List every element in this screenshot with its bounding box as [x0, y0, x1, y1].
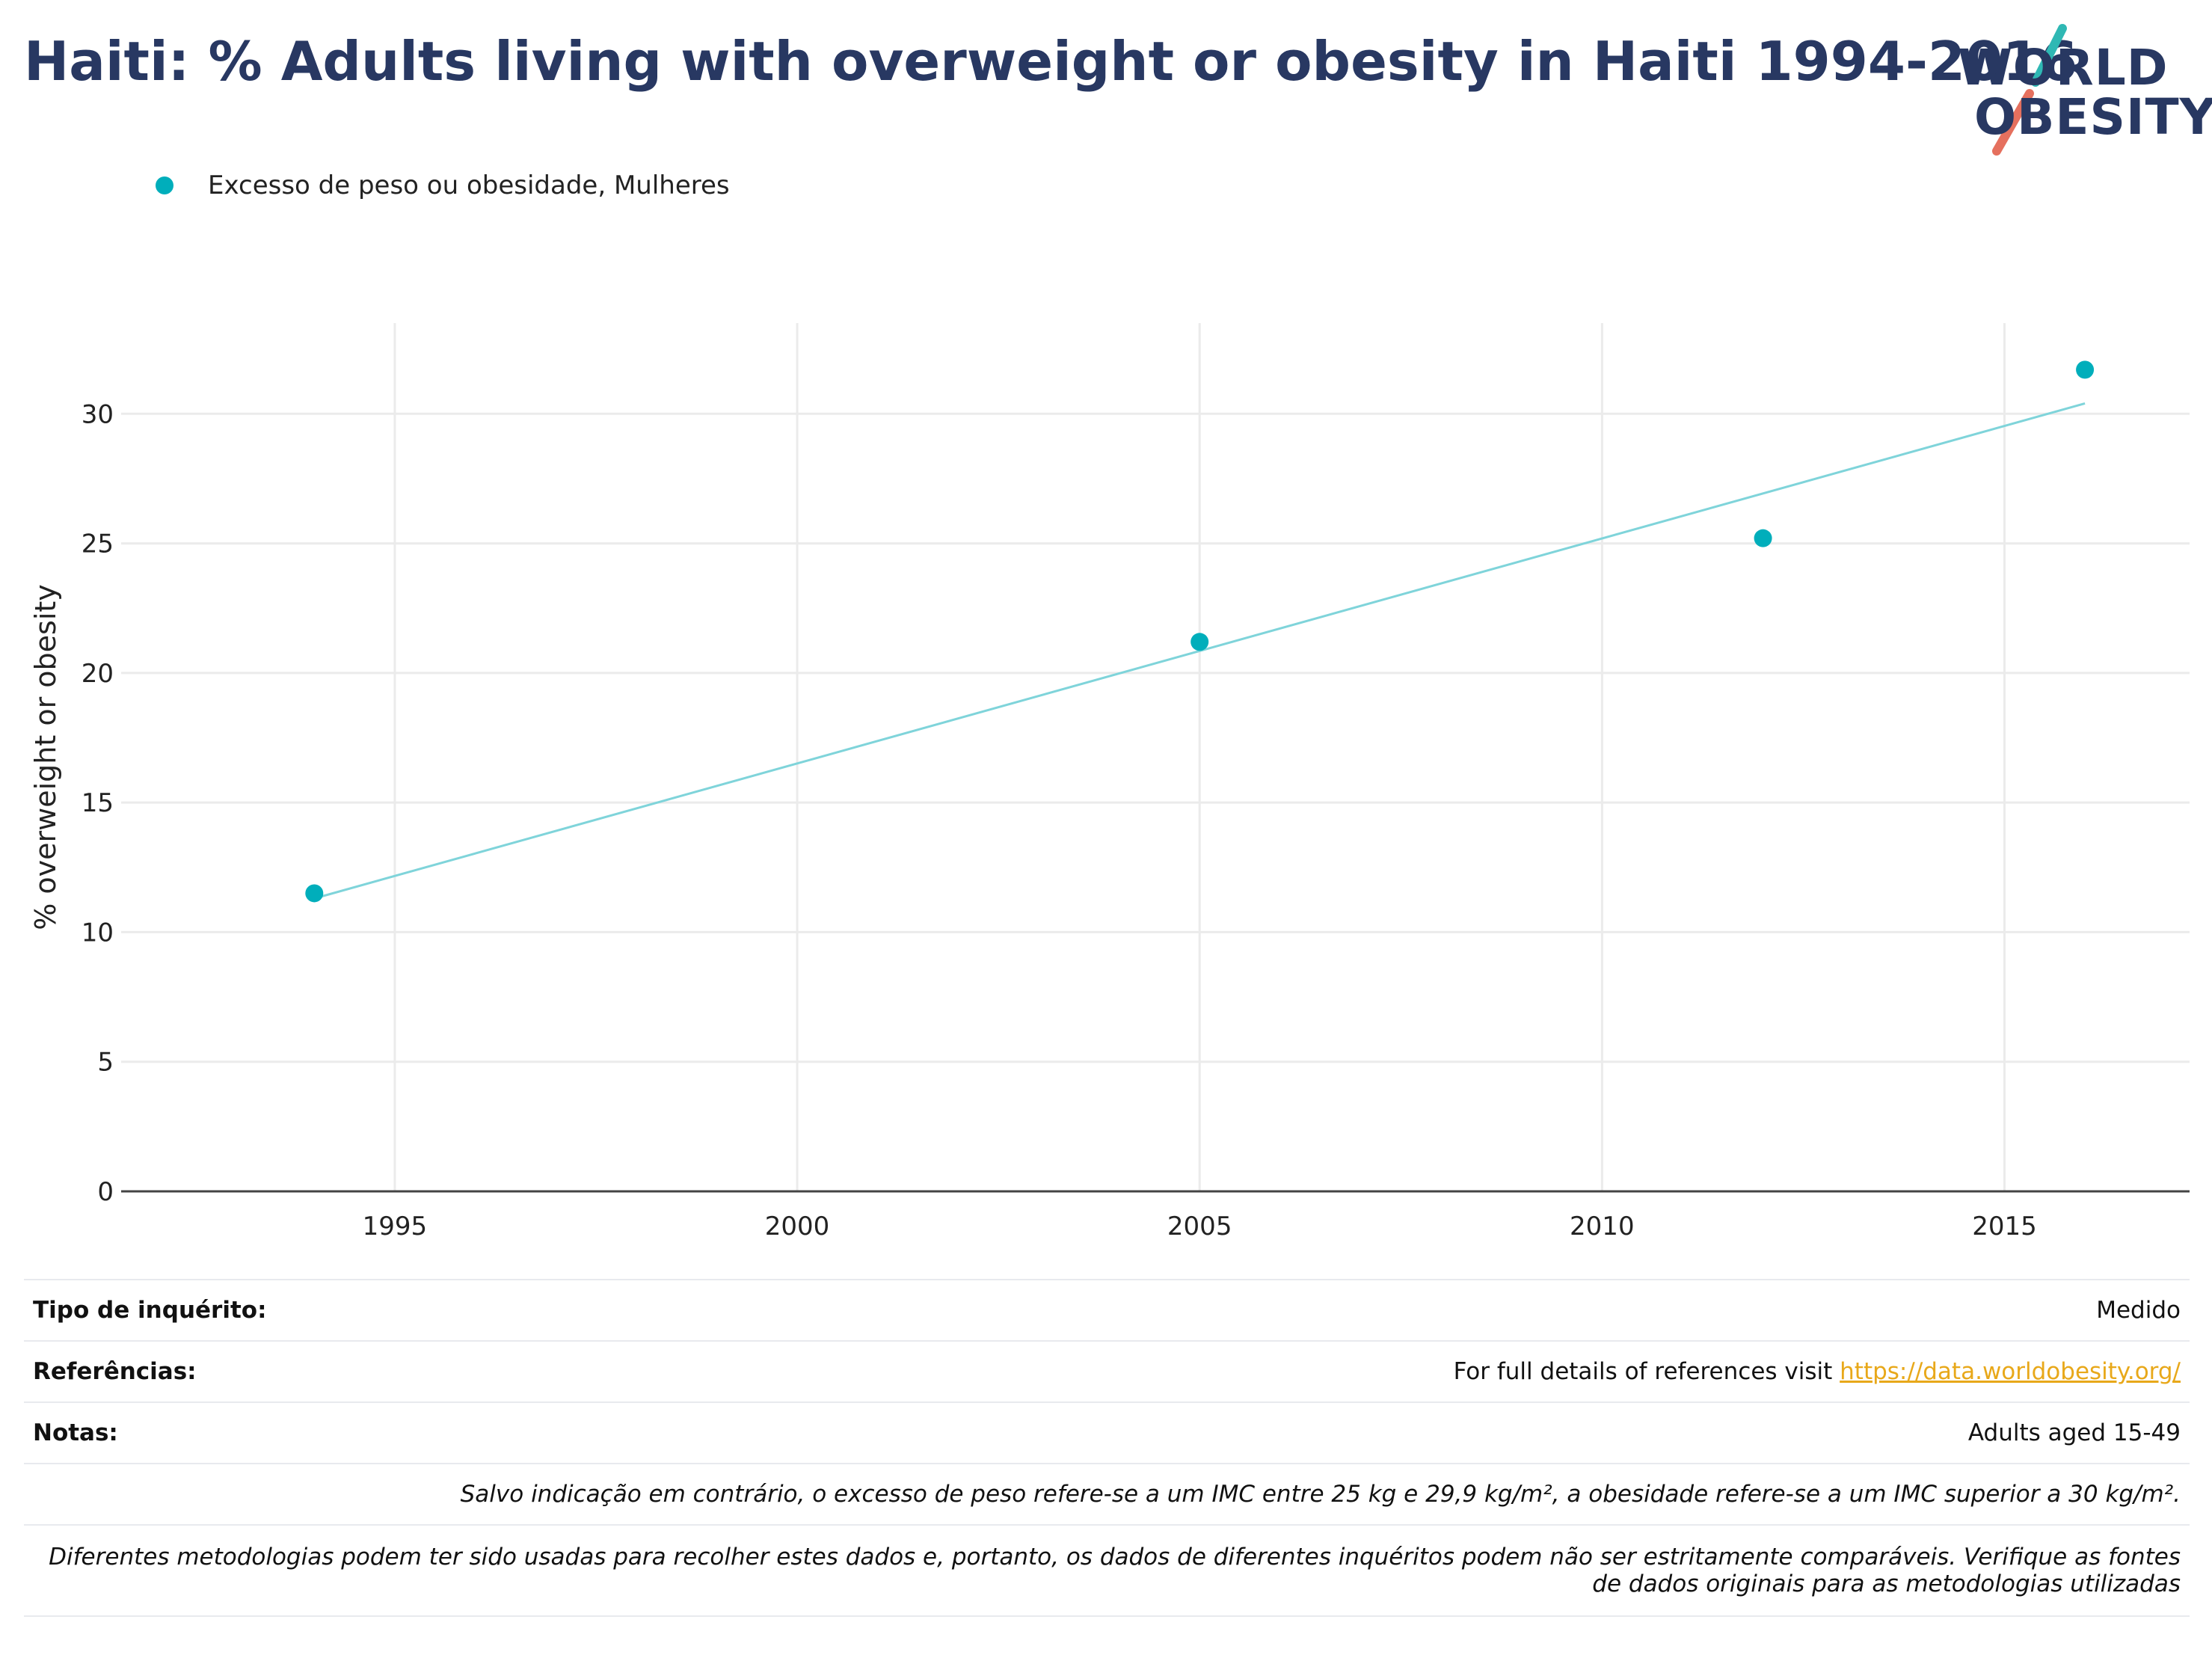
bmi-note-row: Salvo indicação em contrário, o excesso … [24, 1463, 2190, 1524]
notes-value: Adults aged 15-49 [1967, 1419, 2181, 1446]
method-note: Diferentes metodologias podem ter sido u… [49, 1544, 2181, 1597]
data-point [1754, 529, 1772, 547]
y-tick-label: 0 [97, 1177, 114, 1207]
y-tick-label: 20 [82, 659, 114, 689]
data-point [1191, 633, 1209, 651]
survey-type-label: Tipo de inquérito: [33, 1297, 267, 1324]
x-tick-label: 2015 [1972, 1212, 2037, 1241]
x-tick-label: 1995 [363, 1212, 428, 1241]
references-label: Referências: [33, 1358, 197, 1385]
y-tick-label: 15 [82, 788, 114, 818]
method-note-row: Diferentes metodologias podem ter sido u… [24, 1524, 2190, 1617]
logo-slash-icon [1992, 24, 2067, 156]
x-tick-label: 2010 [1570, 1212, 1635, 1241]
y-tick-label: 5 [97, 1048, 114, 1078]
y-tick-label: 25 [82, 529, 114, 559]
x-tick-label: 2005 [1167, 1212, 1232, 1241]
chart-area: 0 5 10 15 20 25 30 1995 2000 2005 2010 2015 % overwe… [29, 323, 2190, 1241]
logo-line-2: OBESITY [1974, 88, 2212, 146]
bmi-note: Salvo indicação em contrário, o excesso … [460, 1481, 2181, 1508]
x-tick-label: 2000 [765, 1212, 830, 1241]
info-table: Tipo de inquérito: Medido Referências: F… [24, 1279, 2190, 1617]
references-link[interactable]: https://data.worldobesity.org/ [1840, 1358, 2181, 1385]
chart-title: Haiti: % Adults living with overweight o… [24, 30, 2078, 93]
method-note-line-1: Diferentes metodologias podem ter sido u… [49, 1544, 2181, 1571]
data-point [2076, 360, 2095, 379]
world-obesity-logo: WORLD OBESITY [1952, 22, 2212, 157]
legend-marker [156, 176, 173, 194]
y-tick-label: 10 [82, 918, 114, 948]
data-point [305, 884, 324, 903]
logo-line-1: WORLD [1958, 39, 2169, 96]
trendline [313, 402, 2086, 900]
references-text: For full details of references visit [1453, 1358, 1840, 1385]
y-tick-label: 30 [82, 399, 114, 429]
notes-row: Notas: Adults aged 15-49 [24, 1401, 2190, 1463]
method-note-line-2: de dados originais para as metodologias … [1592, 1571, 2181, 1597]
y-axis-title: % overweight or obesity [29, 584, 62, 930]
survey-type-value: Medido [2096, 1297, 2181, 1324]
legend-label: Excesso de peso ou obesidade, Mulheres [208, 171, 730, 200]
references-row: Referências: For full details of referen… [24, 1340, 2190, 1401]
survey-type-row: Tipo de inquérito: Medido [24, 1279, 2190, 1340]
legend[interactable]: Excesso de peso ou obesidade, Mulheres [156, 171, 730, 200]
notes-label: Notas: [33, 1419, 118, 1446]
references-value: For full details of references visit htt… [1454, 1358, 2181, 1385]
